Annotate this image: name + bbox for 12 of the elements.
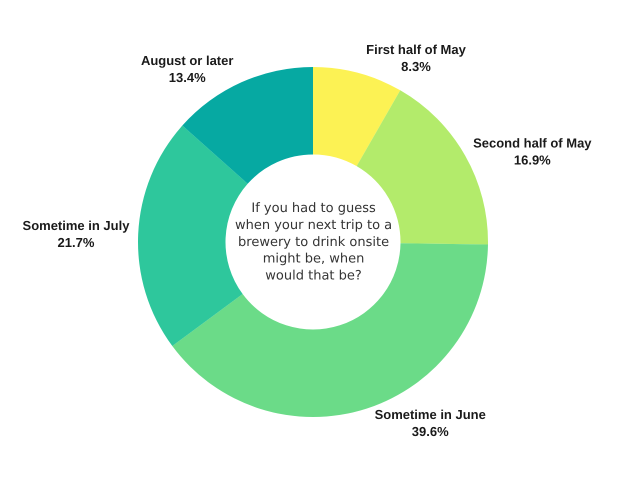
donut-slice	[313, 67, 400, 166]
data-label: 13.4%	[168, 70, 206, 85]
slice-label: August or later	[140, 53, 234, 68]
data-label: 39.6%	[412, 424, 450, 439]
slice-label: First half of May	[366, 42, 467, 58]
data-label: 21.7%	[58, 234, 95, 250]
slice-label: Second half of May	[473, 136, 592, 151]
data-label: 8.3%	[401, 58, 432, 74]
slice-label: Sometime in July	[22, 218, 130, 234]
slice-label: Sometime in June	[374, 407, 486, 422]
data-label: 16.9%	[514, 152, 552, 168]
text: If you had to guess when your next trip to a brewery to drink onsite might be, when would that be?	[235, 201, 392, 284]
